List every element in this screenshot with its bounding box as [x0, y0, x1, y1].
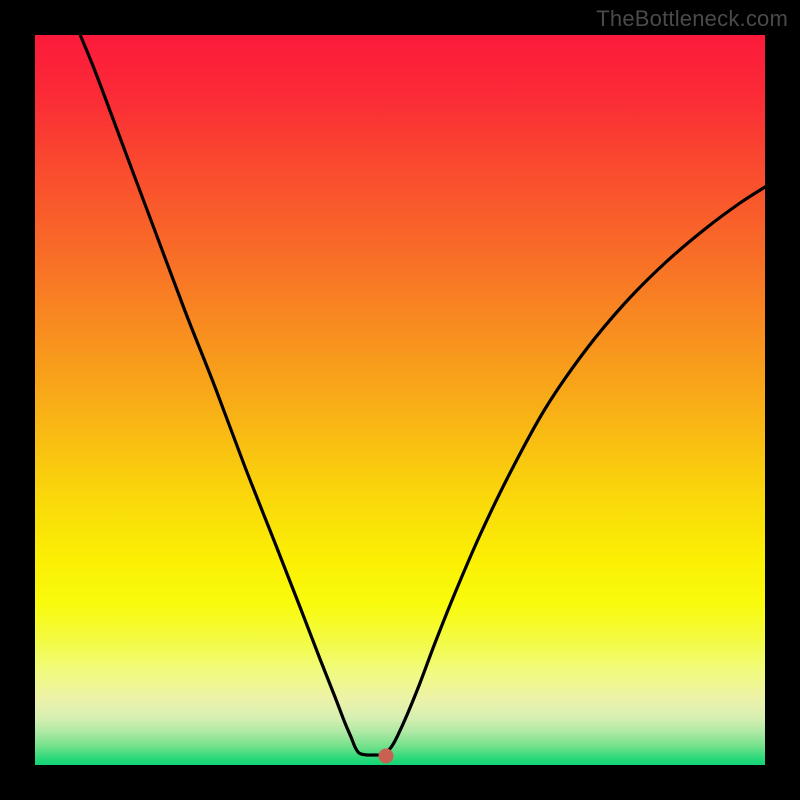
bottleneck-curve: [35, 35, 765, 765]
chart-frame: TheBottleneck.com: [0, 0, 800, 800]
watermark-text: TheBottleneck.com: [596, 6, 788, 32]
plot-area: [35, 35, 765, 765]
optimum-marker: [379, 749, 394, 764]
